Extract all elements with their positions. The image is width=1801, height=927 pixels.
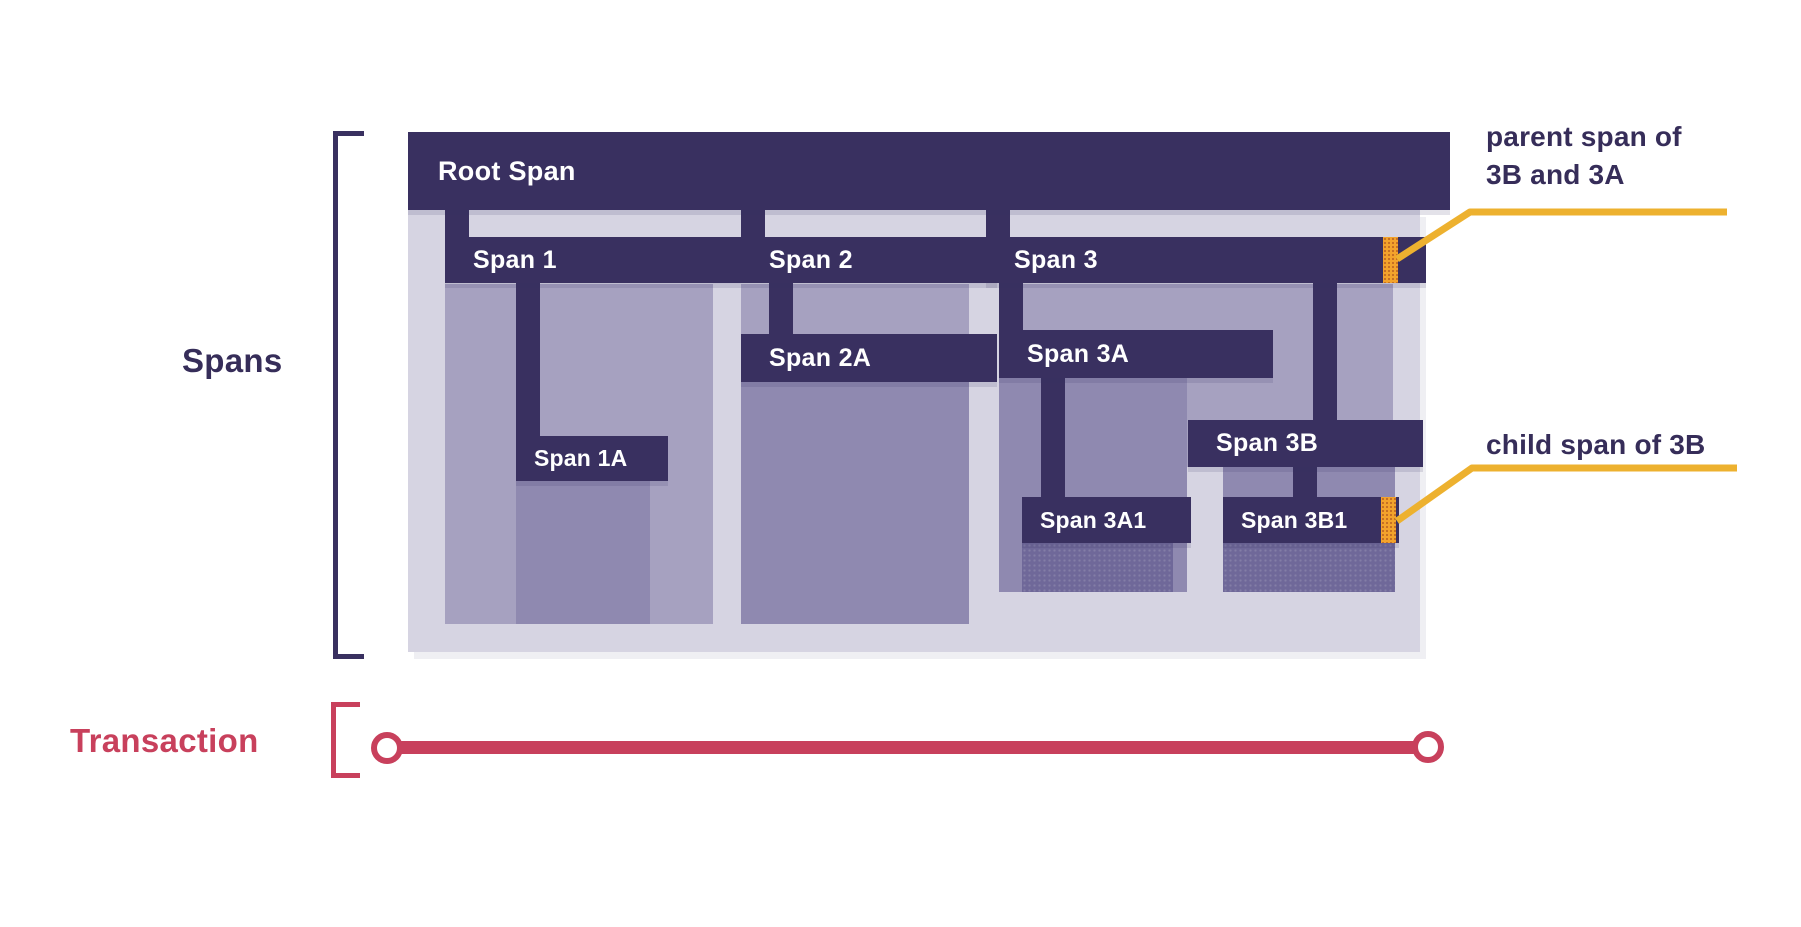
span-bar-2a: Span 2A: [741, 334, 997, 382]
span-bar-2-label: Span 2: [769, 245, 853, 274]
span-bar-3a1: Span 3A1: [1022, 497, 1191, 543]
span-bar-root: Root Span: [408, 132, 1450, 210]
connector-span3a-span3a1: [1041, 378, 1065, 497]
span-3a1-body: [1022, 543, 1173, 592]
span-bar-1: Span 1: [445, 237, 741, 283]
span-bar-3a-label: Span 3A: [1027, 339, 1130, 368]
callout-line-child: [1394, 464, 1737, 524]
span-bar-3b1-label: Span 3B1: [1241, 506, 1348, 533]
connector-span3-span3b: [1313, 283, 1337, 420]
annotation-parent-span: parent span of 3B and 3A: [1486, 118, 1682, 194]
highlight-parent-span-marker: [1383, 237, 1398, 283]
span-bar-3b-label: Span 3B: [1216, 429, 1319, 457]
connector-span3-span3a: [999, 283, 1023, 330]
span-bar-3b: Span 3B: [1188, 420, 1423, 467]
connector-root-span1: [445, 210, 469, 240]
span-bar-root-label: Root Span: [438, 155, 576, 186]
span-1a-body: [516, 481, 650, 624]
connector-span1-span1a: [516, 283, 540, 436]
transaction-label: Transaction: [70, 722, 259, 759]
span-bar-3: Span 3: [986, 237, 1426, 283]
span-3a-3b-gap: [1187, 467, 1223, 592]
spans-bracket: [333, 131, 364, 659]
span-3b1-body: [1223, 543, 1395, 592]
transaction-end-circle: [1412, 731, 1444, 763]
span-bar-3-label: Span 3: [1014, 245, 1098, 274]
connector-span3b-span3b1: [1293, 467, 1317, 497]
callout-line-parent: [1395, 208, 1727, 262]
transaction-bracket: [331, 702, 360, 778]
connector-root-span3: [986, 210, 1010, 240]
span-bar-2a-label: Span 2A: [769, 343, 872, 372]
span-bar-2: Span 2: [741, 237, 997, 283]
span-bar-1-label: Span 1: [473, 245, 557, 274]
span-bar-1a: Span 1A: [516, 436, 668, 481]
connector-span2-span2a: [769, 283, 793, 334]
annotation-parent-span-line1: parent span of: [1486, 121, 1682, 152]
annotation-child-span: child span of 3B: [1486, 426, 1705, 464]
span-2a-body: [741, 382, 969, 624]
span-bar-3a1-label: Span 3A1: [1040, 506, 1147, 533]
transaction-start-circle: [371, 732, 403, 764]
connector-root-span2: [741, 210, 765, 240]
annotation-parent-span-line2: 3B and 3A: [1486, 159, 1625, 190]
span-bar-1a-label: Span 1A: [534, 445, 628, 471]
span-bar-3a: Span 3A: [999, 330, 1273, 378]
highlight-child-span-marker: [1381, 497, 1396, 543]
transaction-timeline: [398, 741, 1414, 754]
annotation-child-span-line1: child span of 3B: [1486, 429, 1706, 460]
spans-label: Spans: [182, 342, 283, 379]
span-bar-3b1: Span 3B1: [1223, 497, 1399, 543]
